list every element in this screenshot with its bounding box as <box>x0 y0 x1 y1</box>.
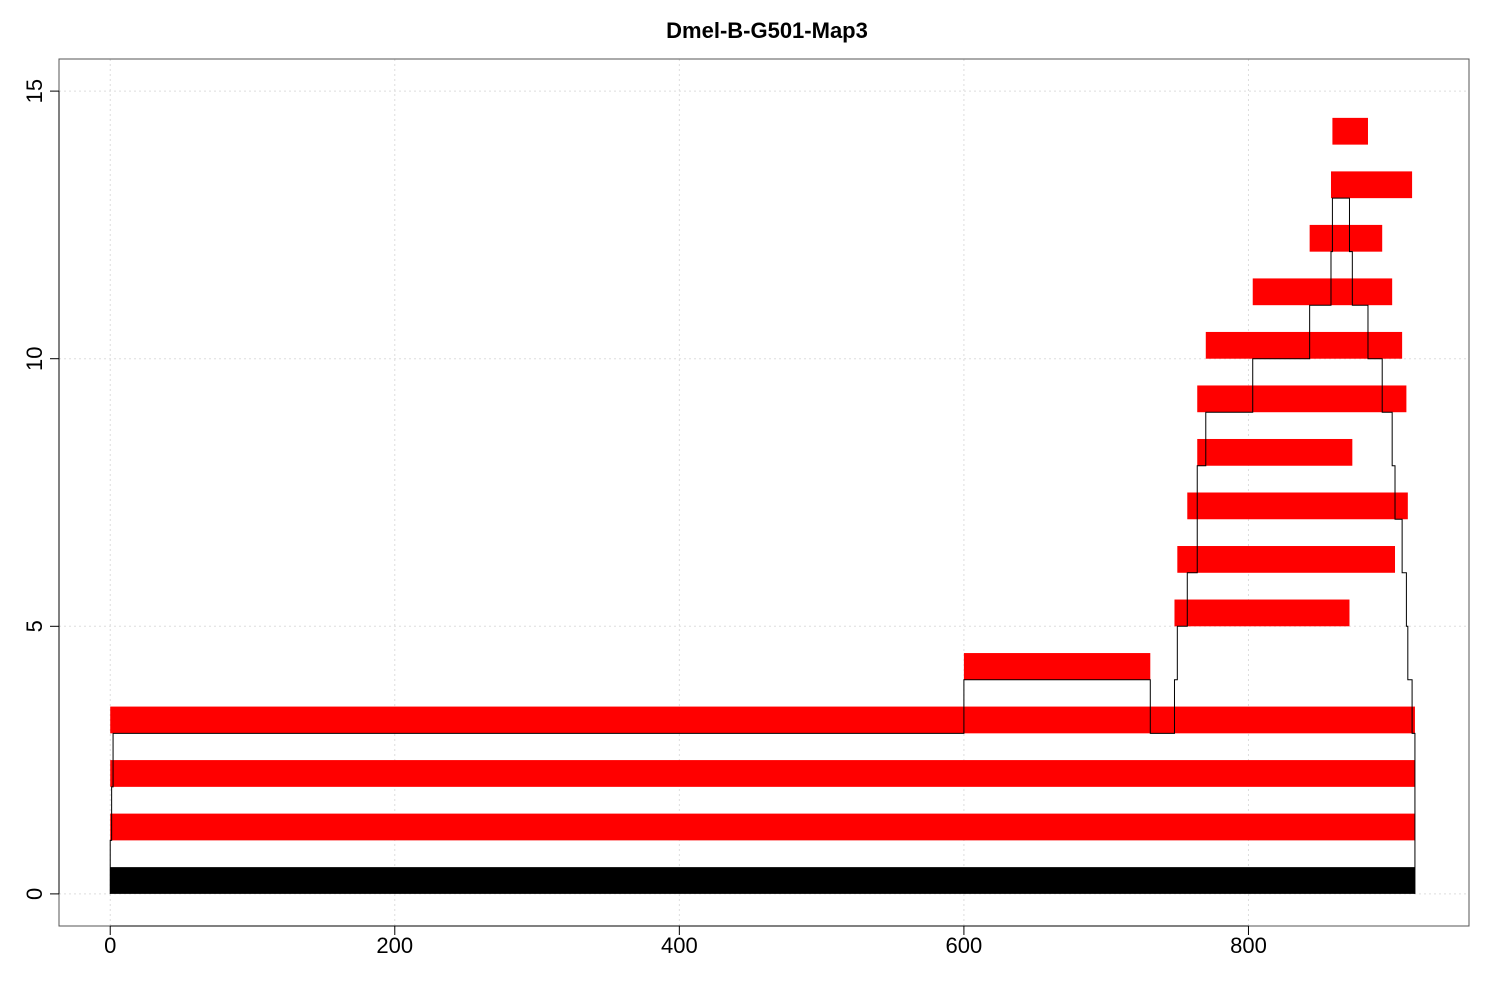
y-tick-label: 0 <box>22 888 47 900</box>
bars-layer <box>110 117 1415 894</box>
read-bar <box>110 760 1415 787</box>
chart-title: Dmel-B-G501-Map3 <box>666 18 868 43</box>
y-tick-label: 5 <box>22 620 47 632</box>
x-tick-label: 800 <box>1230 933 1267 958</box>
read-bar <box>1332 117 1368 145</box>
y-tick-label: 15 <box>22 79 47 103</box>
x-tick-label: 600 <box>946 933 983 958</box>
x-axis: 0 200 400 600 800 <box>104 925 1267 958</box>
read-bar <box>1197 385 1407 413</box>
reference-bar <box>110 867 1415 894</box>
read-bar <box>963 653 1151 680</box>
read-bar <box>1205 331 1403 359</box>
coverage-line-layer <box>109 197 1416 894</box>
read-bar <box>1252 278 1393 306</box>
read-bar <box>110 706 1415 734</box>
y-tick-label: 10 <box>22 346 47 370</box>
read-bar <box>1187 492 1408 520</box>
read-bar <box>1309 224 1383 252</box>
read-bar <box>1330 171 1413 199</box>
y-axis: 0 5 10 15 <box>22 79 60 900</box>
read-bar <box>1197 438 1353 466</box>
read-bar <box>110 813 1415 841</box>
read-bar <box>1177 546 1396 573</box>
x-tick-label: 400 <box>661 933 698 958</box>
x-tick-label: 0 <box>104 933 116 958</box>
x-tick-label: 200 <box>376 933 413 958</box>
read-bar <box>1174 599 1350 627</box>
coverage-line <box>109 197 1416 894</box>
